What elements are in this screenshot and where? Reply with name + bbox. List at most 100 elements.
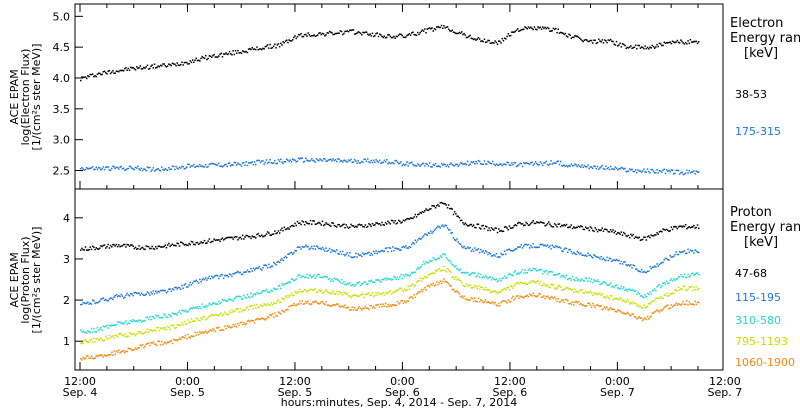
proton-point	[124, 296, 126, 299]
electron-point	[632, 47, 634, 49]
proton-point	[236, 326, 238, 328]
proton-point	[420, 280, 423, 282]
proton-point	[370, 279, 372, 282]
electron-point	[211, 56, 213, 58]
proton-point	[315, 223, 318, 225]
proton-point	[293, 280, 295, 282]
proton-point	[153, 343, 156, 345]
proton-point	[450, 271, 452, 273]
electron-point	[488, 161, 490, 163]
proton-point	[247, 309, 250, 311]
electron-point	[446, 164, 449, 166]
proton-point	[552, 226, 555, 228]
proton-point	[548, 246, 550, 249]
proton-point	[262, 290, 264, 292]
proton-point	[147, 342, 150, 344]
proton-legend-115-195: 115-195	[735, 291, 781, 304]
proton-point	[172, 324, 175, 327]
proton-point	[245, 297, 247, 299]
electron-point	[680, 39, 682, 41]
proton-point	[327, 278, 330, 281]
proton-point	[469, 246, 471, 249]
proton-point	[614, 297, 617, 300]
proton-point	[224, 311, 226, 313]
proton-point	[151, 342, 153, 344]
proton-point	[251, 270, 253, 272]
proton-point	[684, 303, 687, 305]
proton-point	[276, 288, 278, 290]
proton-point	[571, 227, 574, 230]
electron-point	[265, 159, 268, 161]
proton-point	[251, 295, 253, 298]
electron-point	[625, 47, 627, 50]
proton-point	[319, 276, 321, 278]
proton-point	[301, 245, 303, 248]
proton-point	[438, 226, 440, 228]
proton-point	[519, 246, 521, 248]
proton-point	[489, 291, 492, 294]
proton-point	[561, 299, 563, 301]
proton-point	[197, 319, 200, 322]
proton-point	[514, 224, 517, 226]
electron-point	[136, 167, 138, 169]
electron-point	[261, 160, 263, 162]
proton-point	[525, 272, 527, 274]
proton-point	[537, 246, 539, 249]
proton-point	[270, 302, 272, 304]
proton-point	[319, 290, 321, 292]
proton-point	[158, 329, 161, 332]
proton-point	[494, 301, 496, 304]
proton-point	[156, 327, 158, 329]
electron-point	[375, 32, 377, 35]
proton-point	[306, 302, 308, 304]
proton-point	[368, 308, 370, 310]
proton-point	[667, 229, 669, 232]
proton-point	[381, 249, 383, 252]
proton-point	[451, 288, 453, 291]
proton-point	[644, 236, 646, 239]
electron-point	[606, 168, 608, 170]
proton-point	[314, 300, 317, 302]
electron-point	[143, 66, 145, 69]
proton-point	[301, 275, 303, 278]
proton-point	[456, 279, 458, 281]
proton-point	[386, 223, 388, 225]
proton-data-points	[80, 201, 700, 361]
proton-point	[599, 229, 601, 232]
proton-point	[613, 259, 615, 261]
proton-point	[411, 284, 413, 286]
proton-point	[592, 257, 594, 259]
proton-point	[362, 293, 364, 295]
proton-point	[125, 336, 127, 338]
proton-point	[86, 302, 88, 304]
proton-point	[594, 306, 596, 309]
proton-point	[312, 220, 314, 222]
proton-point	[695, 226, 698, 229]
proton-point	[344, 292, 346, 294]
electron-point	[370, 35, 372, 37]
proton-point	[449, 229, 451, 231]
proton-point	[109, 337, 112, 339]
proton-point	[356, 295, 358, 298]
electron-point	[434, 162, 437, 165]
proton-point	[434, 269, 437, 272]
electron-point	[263, 48, 265, 50]
proton-point	[621, 312, 624, 315]
electron-point	[495, 41, 498, 44]
proton-point	[634, 268, 637, 270]
proton-point	[292, 278, 294, 280]
proton-point	[645, 239, 648, 241]
proton-point	[103, 326, 106, 328]
proton-point	[628, 236, 631, 239]
proton-point	[374, 281, 376, 284]
proton-point	[284, 295, 287, 297]
electron-point	[417, 163, 419, 165]
proton-point	[395, 223, 397, 225]
proton-point	[376, 304, 378, 306]
proton-point	[94, 248, 96, 251]
electron-point	[500, 42, 502, 44]
proton-point	[207, 240, 209, 242]
proton-point	[562, 250, 564, 253]
electron-point	[686, 169, 688, 172]
electron-point	[665, 169, 668, 171]
